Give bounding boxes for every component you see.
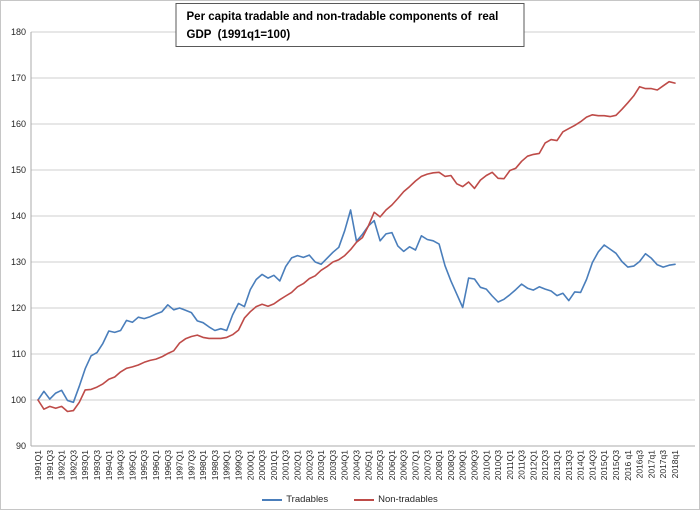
x-tick-label-1994Q3: 1994Q3 (116, 450, 126, 481)
x-tick-label-2004Q3: 2004Q3 (352, 450, 362, 481)
x-tick-label-1993Q3: 1993Q3 (92, 450, 102, 481)
x-tick-label-2007Q3: 2007Q3 (422, 450, 432, 481)
x-tick-label-2000Q3: 2000Q3 (257, 450, 267, 481)
y-tick-label-140: 140 (11, 211, 26, 221)
legend-item-tradables: Tradables (262, 494, 328, 505)
x-tick-label-2010Q1: 2010Q1 (481, 450, 491, 481)
legend: Tradables Non-tradables (1, 494, 699, 505)
y-tick-label-110: 110 (12, 349, 26, 359)
x-tick-label-1991Q1: 1991Q1 (33, 450, 43, 481)
legend-label-tradables: Tradables (286, 494, 329, 505)
x-tick-label-2004Q1: 2004Q1 (340, 450, 350, 481)
y-tick-label-160: 160 (11, 119, 26, 129)
x-tick-label-1992Q3: 1992Q3 (68, 450, 78, 481)
x-tick-label-2013Q1: 2013Q1 (552, 450, 562, 481)
x-tick-label-2008Q3: 2008Q3 (446, 450, 456, 481)
x-tick-label-2016q1: 2016 q1 (623, 450, 633, 481)
x-tick-label-2005Q3: 2005Q3 (375, 450, 385, 481)
x-tick-label-2010Q3: 2010Q3 (493, 450, 503, 481)
x-tick-label-1996Q3: 1996Q3 (163, 450, 173, 481)
x-tick-label-2006Q1: 2006Q1 (387, 450, 397, 481)
x-tick-label-2015Q3: 2015Q3 (611, 450, 621, 481)
x-tick-label-2013Q3: 2013Q3 (564, 450, 574, 481)
x-tick-label-2017q1: 2017q1 (646, 450, 656, 479)
x-tick-label-2011Q3: 2011Q3 (517, 450, 527, 480)
non-tradables-line (37, 80, 676, 413)
x-tick-label-1995Q1: 1995Q1 (127, 450, 137, 481)
y-tick-label-90: 90 (16, 441, 26, 451)
x-tick-label-1998Q1: 1998Q1 (198, 450, 208, 481)
y-tick-label-130: 130 (11, 257, 26, 267)
x-tick-label-2011Q1: 2011Q1 (505, 450, 515, 480)
y-tick-label-170: 170 (11, 73, 26, 83)
x-tick-label-1999Q1: 1999Q1 (222, 450, 232, 481)
x-tick-label-2012Q1: 2012Q1 (528, 450, 538, 481)
x-tick-label-2005Q1: 2005Q1 (363, 450, 373, 481)
x-tick-label-1992Q1: 1992Q1 (57, 450, 67, 481)
tradables-line (37, 209, 676, 404)
y-tick-label-120: 120 (11, 303, 26, 313)
y-tick-label-180: 180 (11, 27, 26, 37)
x-tick-label-1993Q1: 1993Q1 (80, 450, 90, 481)
x-tick-label-2006Q3: 2006Q3 (399, 450, 409, 481)
x-tick-label-1998Q3: 1998Q3 (210, 450, 220, 481)
x-tick-label-2009Q3: 2009Q3 (470, 450, 480, 481)
x-tick-label-1997Q3: 1997Q3 (186, 450, 196, 481)
x-tick-label-2002Q1: 2002Q1 (293, 450, 303, 481)
x-tick-label-2007Q1: 2007Q1 (411, 450, 421, 481)
x-tick-label-2015Q1: 2015Q1 (599, 450, 609, 481)
x-tick-label-1991Q3: 1991Q3 (45, 450, 55, 481)
tradables-line-swatch (262, 498, 283, 501)
x-tick-label-1994Q1: 1994Q1 (104, 450, 114, 481)
x-tick-label-2008Q1: 2008Q1 (434, 450, 444, 481)
x-tick-label-1997Q1: 1997Q1 (175, 450, 185, 481)
x-tick-label-2003Q1: 2003Q1 (316, 450, 326, 481)
x-tick-label-2009Q1: 2009Q1 (458, 450, 468, 481)
legend-label-non-tradables: Non-tradables (378, 494, 438, 505)
y-tick-label-150: 150 (11, 165, 26, 175)
x-tick-label-2003Q3: 2003Q3 (328, 450, 338, 481)
x-tick-label-1996Q1: 1996Q1 (151, 450, 161, 481)
x-tick-label-2012Q3: 2012Q3 (540, 450, 550, 481)
x-tick-label-2001Q3: 2001Q3 (281, 450, 291, 481)
non-tradables-line-swatch (354, 498, 375, 501)
x-tick-label-2014Q1: 2014Q1 (576, 450, 586, 481)
chart-title-box: Per capita tradable and non-tradable com… (175, 3, 525, 47)
x-tick-label-1995Q3: 1995Q3 (139, 450, 149, 481)
x-tick-label-2001Q1: 2001Q1 (269, 450, 279, 481)
x-tick-label-2018q1: 2018q1 (670, 450, 680, 479)
x-tick-label-2002Q3: 2002Q3 (304, 450, 314, 481)
x-tick-label-2000Q1: 2000Q1 (245, 450, 255, 481)
legend-item-non-tradables: Non-tradables (354, 494, 438, 505)
x-tick-label-1999Q3: 1999Q3 (234, 450, 244, 481)
y-tick-label-100: 100 (11, 395, 26, 405)
x-tick-label-2014Q3: 2014Q3 (587, 450, 597, 481)
chart-title: Per capita tradable and non-tradable com… (186, 11, 502, 41)
x-tick-label-2017q3: 2017q3 (658, 450, 668, 479)
x-tick-label-2016q3: 2016q3 (635, 450, 645, 479)
